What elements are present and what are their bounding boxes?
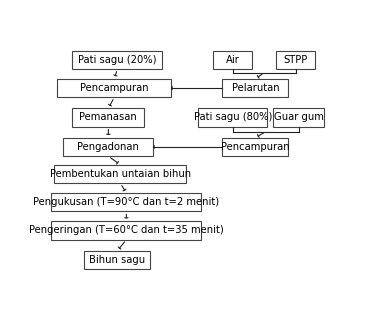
Text: Pati sagu (20%): Pati sagu (20%): [78, 55, 157, 65]
Text: Pelarutan: Pelarutan: [231, 83, 279, 93]
FancyBboxPatch shape: [57, 79, 171, 97]
Text: Guar gum: Guar gum: [274, 113, 324, 122]
FancyBboxPatch shape: [63, 138, 153, 156]
FancyBboxPatch shape: [222, 79, 288, 97]
Text: Pengeringan (T=60°C dan t=35 menit): Pengeringan (T=60°C dan t=35 menit): [29, 226, 224, 235]
FancyBboxPatch shape: [213, 51, 252, 69]
Text: Pengukusan (T=90°C dan t=2 menit): Pengukusan (T=90°C dan t=2 menit): [33, 197, 219, 207]
Text: Pembentukan untaian bihun: Pembentukan untaian bihun: [50, 169, 191, 179]
FancyBboxPatch shape: [51, 221, 201, 240]
FancyBboxPatch shape: [273, 108, 324, 127]
Text: Pencampuran: Pencampuran: [80, 83, 149, 93]
Text: Pencampuran: Pencampuran: [221, 142, 289, 152]
FancyBboxPatch shape: [276, 51, 315, 69]
FancyBboxPatch shape: [54, 165, 187, 183]
FancyBboxPatch shape: [199, 108, 267, 127]
FancyBboxPatch shape: [222, 138, 288, 156]
Text: Pengadonan: Pengadonan: [77, 142, 139, 152]
FancyBboxPatch shape: [84, 251, 150, 269]
Text: Air: Air: [226, 55, 240, 65]
Text: Bihun sagu: Bihun sagu: [89, 255, 146, 265]
Text: STPP: STPP: [284, 55, 308, 65]
FancyBboxPatch shape: [51, 193, 201, 211]
FancyBboxPatch shape: [72, 108, 144, 127]
FancyBboxPatch shape: [72, 51, 163, 69]
Text: Pati sagu (80%): Pati sagu (80%): [194, 113, 272, 122]
Text: Pemanasan: Pemanasan: [79, 113, 137, 122]
